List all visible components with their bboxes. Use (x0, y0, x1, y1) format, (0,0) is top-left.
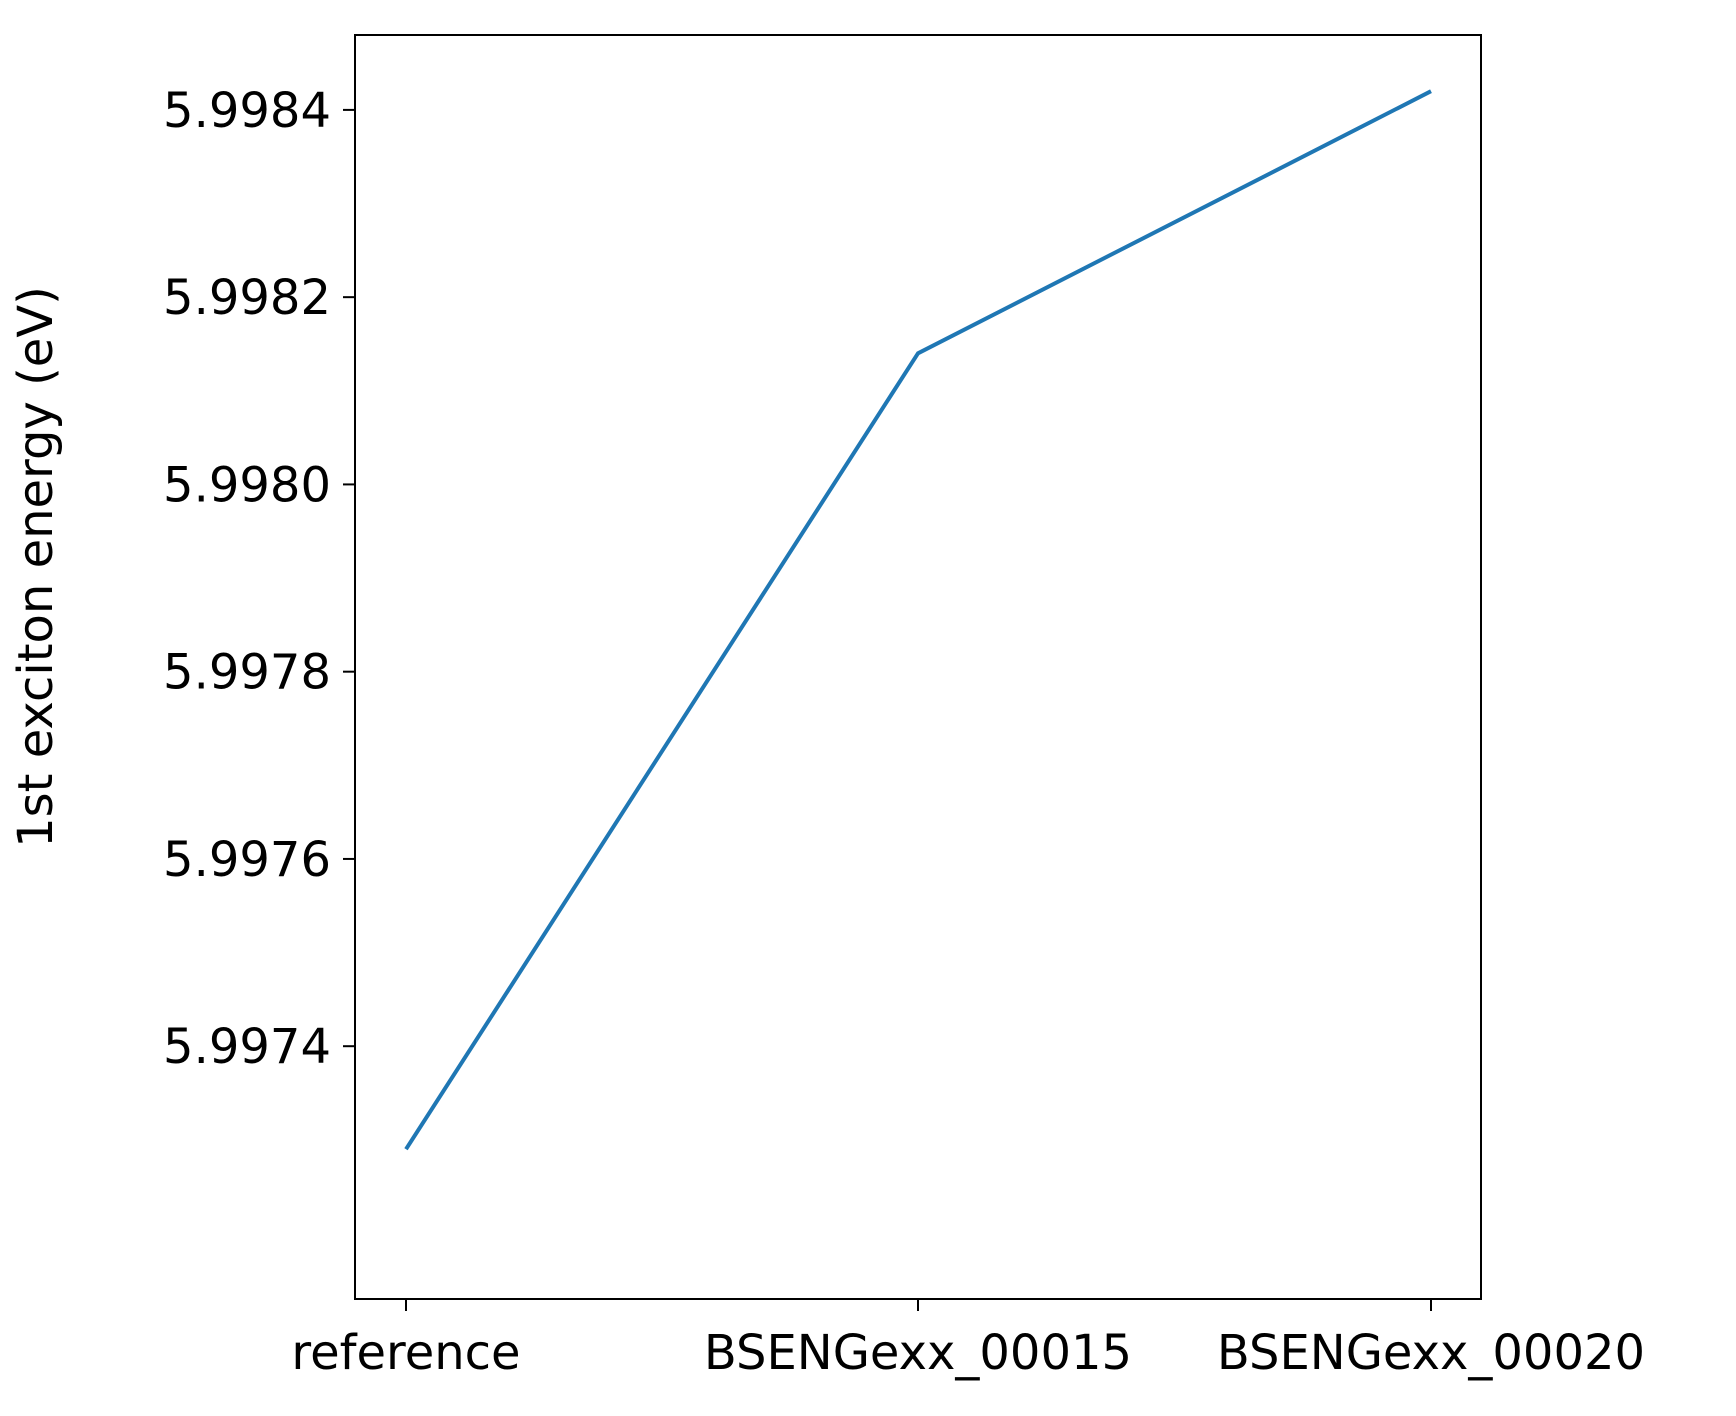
y-tick-label: 5.9976 (163, 832, 331, 888)
y-tick-label: 5.9980 (163, 457, 331, 513)
y-tick-label: 5.9982 (163, 270, 331, 326)
x-tick-label: BSENGexx_00020 (1217, 1325, 1645, 1381)
x-tick-label: BSENGexx_00015 (704, 1325, 1132, 1381)
y-axis-label: 1st exciton energy (eV) (8, 286, 64, 848)
y-tick-label: 5.9978 (163, 645, 331, 701)
x-tick-label: reference (291, 1325, 520, 1381)
y-tick-label: 5.9974 (163, 1019, 331, 1075)
y-tick-label: 5.9984 (163, 83, 331, 139)
